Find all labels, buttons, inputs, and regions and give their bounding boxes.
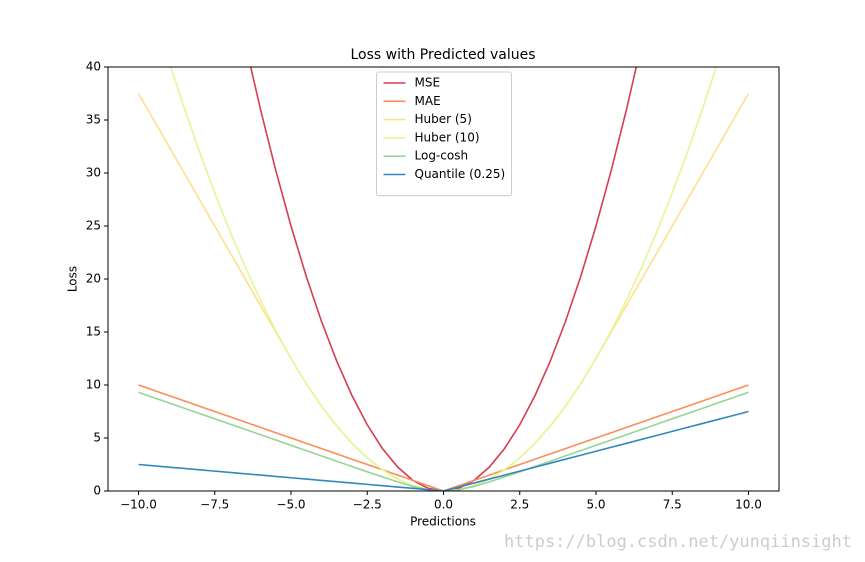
line-series — [137, 93, 750, 491]
plot-frame — [107, 66, 780, 492]
y-tick-label: 15 — [86, 325, 101, 339]
y-tick-label: 30 — [86, 166, 101, 180]
line-series — [138, 384, 749, 491]
x-axis-label: Predictions — [410, 515, 476, 529]
chart-title: Loss with Predicted values — [350, 47, 535, 63]
x-tick-label: −7.5 — [200, 498, 229, 512]
y-tick-label: 25 — [86, 219, 101, 233]
y-tick-label: 0 — [93, 484, 101, 498]
legend-label: MAE — [415, 94, 441, 108]
legend-label: Log-cosh — [415, 149, 469, 163]
legend-label: Quantile (0.25) — [415, 167, 506, 181]
y-tick-label: 5 — [93, 431, 101, 445]
plot-area — [137, 67, 750, 491]
legend-label: Huber (5) — [415, 112, 472, 126]
x-tick-label: 7.5 — [663, 498, 682, 512]
line-series — [138, 410, 749, 491]
y-tick-label: 35 — [86, 113, 101, 127]
x-tick-label: −2.5 — [353, 498, 382, 512]
watermark: https://blog.csdn.net/yunqiinsight — [504, 532, 852, 552]
legend-label: MSE — [415, 76, 441, 90]
x-tick-label: 0.0 — [434, 498, 453, 512]
x-tick-label: −5.0 — [276, 498, 305, 512]
legend-box — [376, 71, 512, 197]
x-tick-label: 2.5 — [510, 498, 529, 512]
line-series — [138, 391, 749, 491]
legend-label: Huber (10) — [415, 130, 480, 144]
y-tick-label: 10 — [86, 378, 101, 392]
x-tick-label: 5.0 — [586, 498, 605, 512]
y-tick-label: 40 — [86, 60, 101, 74]
y-tick-label: 20 — [86, 272, 101, 286]
x-tick-label: 10.0 — [735, 498, 762, 512]
y-axis-label: Loss — [66, 266, 80, 292]
x-tick-label: −10.0 — [120, 498, 157, 512]
line-series — [169, 67, 718, 491]
